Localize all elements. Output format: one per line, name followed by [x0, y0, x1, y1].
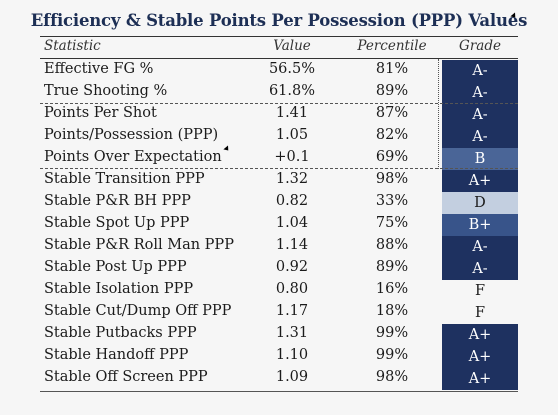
statistic-cell: Stable Post Up PPP [44, 259, 187, 275]
grade-badge: A- [442, 104, 518, 126]
percentile-cell: 33% [375, 193, 409, 209]
value-cell: 0.82 [275, 193, 309, 209]
table-row: Stable Cut/Dump Off PPP 1.17 18% F [0, 302, 558, 324]
table-row: Points Per Shot 1.41 87% A- [0, 104, 558, 126]
statistic-cell: Stable Handoff PPP [44, 347, 189, 363]
table-row: Stable Isolation PPP 0.80 16% F [0, 280, 558, 302]
statistic-cell: Points Per Shot [44, 105, 157, 121]
grade-badge: A+ [442, 324, 518, 346]
value-cell: 1.05 [275, 127, 309, 143]
statistic-cell: Stable Isolation PPP [44, 281, 194, 297]
value-cell: 1.31 [275, 325, 309, 341]
percentile-cell: 69% [375, 149, 409, 165]
table-row: True Shooting % 61.8% 89% A- [0, 82, 558, 104]
table-row: Points/Possession (PPP) 1.05 82% A- [0, 126, 558, 148]
grade-badge: A+ [442, 368, 518, 390]
table-row: Stable P&R BH PPP 0.82 33% D [0, 192, 558, 214]
percentile-cell: 98% [375, 171, 409, 187]
grade-column-divider [438, 59, 439, 169]
value-cell: +0.1 [274, 149, 310, 165]
section-separator [40, 168, 518, 169]
table-row: Stable Post Up PPP 0.92 89% A- [0, 258, 558, 280]
percentile-cell: 99% [375, 325, 409, 341]
title-rule [40, 36, 518, 37]
table-row: Stable Putbacks PPP 1.31 99% A+ [0, 324, 558, 346]
statistic-cell: Stable P&R Roll Man PPP [44, 237, 234, 253]
value-cell: 1.09 [275, 369, 309, 385]
table-title: Efficiency & Stable Points Per Possessio… [30, 11, 528, 30]
value-cell: 1.17 [275, 303, 309, 319]
header-value: Value [273, 38, 311, 54]
statistic-cell: True Shooting % [44, 83, 168, 99]
percentile-cell: 99% [375, 347, 409, 363]
grade-badge: A- [442, 60, 518, 82]
value-cell: 1.10 [275, 347, 309, 363]
percentile-cell: 88% [375, 237, 409, 253]
statistic-cell: Points/Possession (PPP) [44, 127, 219, 143]
percentile-cell: 89% [375, 259, 409, 275]
percentile-cell: 81% [375, 61, 409, 77]
grade-badge: A- [442, 82, 518, 104]
statistic-cell: Stable Off Screen PPP [44, 369, 208, 385]
percentile-cell: 87% [375, 105, 409, 121]
header-rule [40, 58, 518, 59]
grade-badge: D [442, 192, 518, 214]
table-row: Stable Handoff PPP 1.10 99% A+ [0, 346, 558, 368]
grade-badge: A- [442, 236, 518, 258]
value-cell: 61.8% [268, 83, 316, 99]
table-row: Stable Spot Up PPP 1.04 75% B+ [0, 214, 558, 236]
grade-badge: B [442, 148, 518, 170]
value-cell: 1.14 [275, 237, 309, 253]
percentile-cell: 18% [375, 303, 409, 319]
statistic-cell: Stable Spot Up PPP [44, 215, 190, 231]
grade-badge: B+ [442, 214, 518, 236]
statistic-cell: Points Over Expectation [44, 149, 222, 165]
percentile-cell: 98% [375, 369, 409, 385]
table-row: Effective FG % 56.5% 81% A- [0, 60, 558, 82]
statistic-cell: Stable Putbacks PPP [44, 325, 197, 341]
grade-badge: A+ [442, 170, 518, 192]
header-grade: Grade [459, 38, 501, 54]
value-cell: 56.5% [268, 61, 316, 77]
grade-badge: A+ [442, 346, 518, 368]
grade-badge: F [442, 302, 518, 324]
value-cell: 0.80 [275, 281, 309, 297]
section-separator [40, 103, 518, 104]
value-cell: 1.41 [275, 105, 309, 121]
percentile-cell: 75% [375, 215, 409, 231]
header-percentile: Percentile [357, 38, 427, 54]
statistic-cell: Stable P&R BH PPP [44, 193, 191, 209]
percentile-cell: 16% [375, 281, 409, 297]
table-bottom-rule [40, 391, 518, 392]
statistic-cell: Effective FG % [44, 61, 154, 77]
value-cell: 1.04 [275, 215, 309, 231]
value-cell: 0.92 [275, 259, 309, 275]
statistic-cell: Stable Cut/Dump Off PPP [44, 303, 232, 319]
percentile-cell: 82% [375, 127, 409, 143]
table-row: Stable Off Screen PPP 1.09 98% A+ [0, 368, 558, 390]
table-row: Stable P&R Roll Man PPP 1.14 88% A- [0, 236, 558, 258]
grade-badge: F [442, 280, 518, 302]
statistic-cell: Stable Transition PPP [44, 171, 205, 187]
header-statistic: Statistic [44, 38, 101, 54]
table-row: Stable Transition PPP 1.32 98% A+ [0, 170, 558, 192]
percentile-cell: 89% [375, 83, 409, 99]
grade-badge: A- [442, 258, 518, 280]
table-row: Points Over Expectation +0.1 69% B [0, 148, 558, 170]
value-cell: 1.32 [275, 171, 309, 187]
grade-badge: A- [442, 126, 518, 148]
